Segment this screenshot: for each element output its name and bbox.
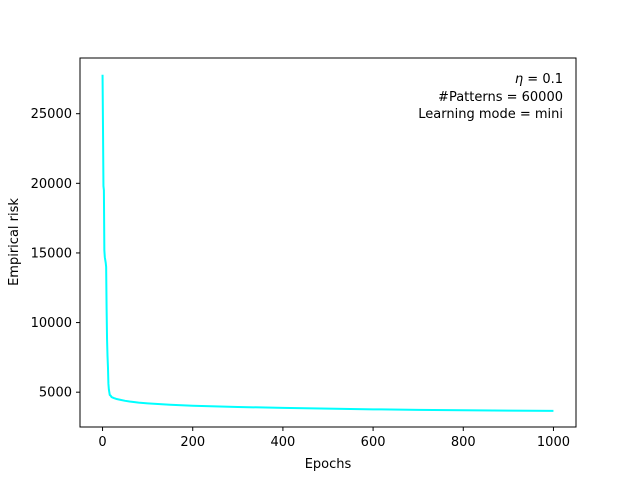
x-tick-label: 0	[98, 435, 106, 450]
axes-frame	[79, 57, 577, 428]
x-tick-label: 600	[361, 435, 386, 450]
x-tick-label: 400	[270, 435, 295, 450]
y-tick-label: 20000	[31, 177, 72, 192]
annotation-mode: Learning mode = mini	[418, 107, 563, 122]
annotation-patterns: #Patterns = 60000	[438, 90, 563, 105]
x-tick-label: 200	[180, 435, 205, 450]
x-axis-label: Epochs	[305, 457, 352, 472]
x-tick-label: 800	[451, 435, 476, 450]
y-tick-label: 15000	[31, 246, 72, 261]
axis-ticks: 0 200 400 600 800 1000 5000 10000 15000 20000 2500…	[31, 107, 570, 450]
annotation-eta: η = 0.1	[515, 72, 563, 87]
y-tick-label: 25000	[31, 107, 72, 122]
y-axis-label: Empirical risk	[7, 198, 22, 286]
annotation-eta-value: = 0.1	[523, 72, 563, 87]
y-tick-label: 5000	[39, 386, 72, 401]
y-tick-label: 10000	[31, 316, 72, 331]
x-tick-label: 1000	[537, 435, 570, 450]
annotation-eta-symbol: η	[515, 72, 523, 87]
series-line-0	[101, 74, 554, 412]
series-layer	[101, 74, 554, 412]
